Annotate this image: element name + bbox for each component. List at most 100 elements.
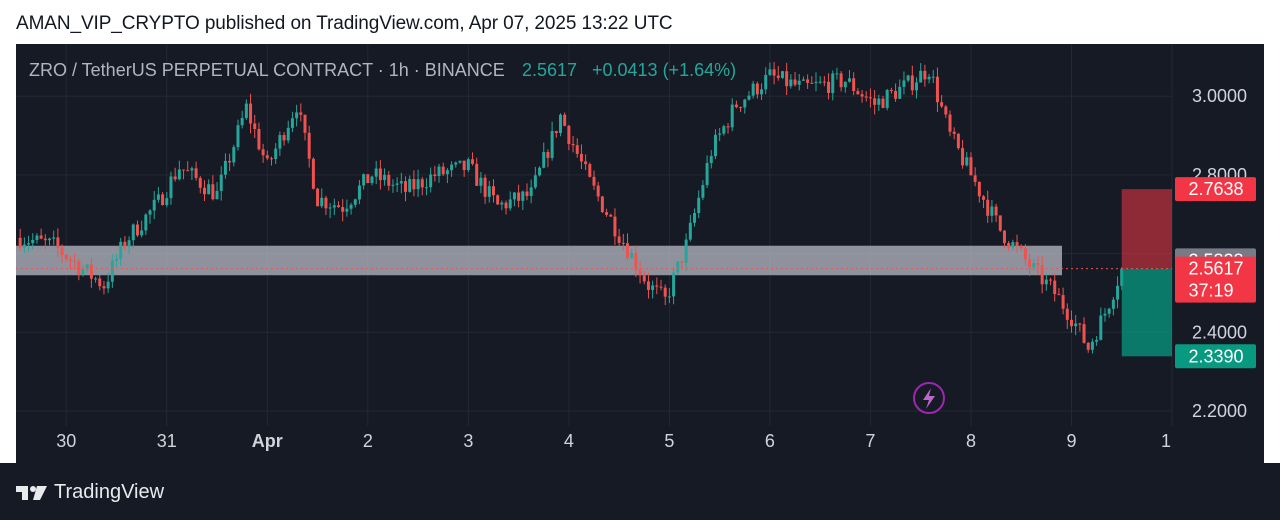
candle [1074,315,1078,336]
candle-body [818,81,822,83]
candle [290,111,294,133]
candle-body [404,181,408,192]
candle-body [479,177,483,186]
candle-body [806,79,810,83]
candle [1007,240,1011,252]
candle [349,202,353,215]
candle [923,64,927,87]
candle [240,110,244,129]
candle-body [827,81,831,94]
candle [538,166,542,177]
candle [605,208,609,217]
candle [286,120,290,144]
candle-body [948,114,952,132]
candle [927,73,931,84]
candle-body [274,148,278,160]
candle [843,81,847,93]
lightning-icon[interactable] [913,382,945,414]
candle-body [110,260,114,282]
candle-body [471,159,475,164]
candle [621,233,625,251]
candle-body [345,208,349,212]
candle-body [730,104,734,128]
candle-body [85,264,89,270]
candle-body [190,168,194,171]
candle [1002,230,1006,249]
candle [1061,287,1065,315]
candle [1015,234,1019,253]
candle [990,199,994,223]
candle-body [718,133,722,135]
candle [827,73,831,100]
candle [722,124,726,136]
symbol-title: ZRO / TetherUS PERPETUAL CONTRACT · 1h ·… [29,60,505,80]
candle-body [496,195,500,205]
candle [1103,308,1107,322]
candle-body [801,79,805,81]
candle [630,248,634,259]
candle [1028,254,1032,276]
candle-body [165,198,169,205]
candle [420,176,424,196]
candle [672,267,676,305]
candle [768,62,772,77]
candle-body [119,241,123,259]
candle-body [588,164,592,177]
candle-body [311,158,315,189]
candle [755,81,759,99]
candle-body [332,205,336,208]
candle [265,150,269,161]
candle [558,113,562,137]
symbol-legend: ZRO / TetherUS PERPETUAL CONTRACT · 1h ·… [29,60,736,80]
candle-body [831,73,835,94]
countdown-label-text: 37:19 [1188,281,1233,301]
candle-body [462,160,466,171]
candle-body [772,69,776,76]
candle [1095,336,1099,346]
candle [337,201,341,208]
candle [123,236,127,251]
candle [818,76,822,85]
candle-body [89,264,93,279]
candle [567,124,571,151]
candle [43,234,47,250]
candle [391,179,395,193]
candle [22,237,26,253]
candle [18,228,22,251]
candle [852,72,856,96]
candle [504,200,508,215]
candle-body [491,186,495,196]
candle-body [48,238,52,241]
current-price-label-bg [1175,256,1256,303]
candle [94,276,98,283]
candle [810,76,814,84]
tradingview-brand[interactable]: TradingView [16,481,164,504]
candle [194,161,198,181]
candle-body [22,244,26,248]
candle [1049,277,1053,286]
candle [1023,244,1027,266]
candle-body [169,176,173,199]
candle-body [935,76,939,103]
candle-body [701,185,705,198]
candle [135,220,139,237]
candle [316,187,320,207]
candle [931,70,935,83]
candle [52,230,56,246]
candle-body [952,131,956,134]
candle-body [420,179,424,188]
candle [73,253,77,271]
candle [253,114,257,139]
candle [395,177,399,193]
candle [785,62,789,96]
candle-body [885,89,889,108]
candle [249,93,253,134]
candle-body [299,112,303,115]
candle-body [550,131,554,158]
take-profit-label: 2.3390 [1175,344,1256,369]
candle [600,195,604,213]
candle-body [94,278,98,280]
candle [554,130,558,138]
candle [487,180,491,203]
